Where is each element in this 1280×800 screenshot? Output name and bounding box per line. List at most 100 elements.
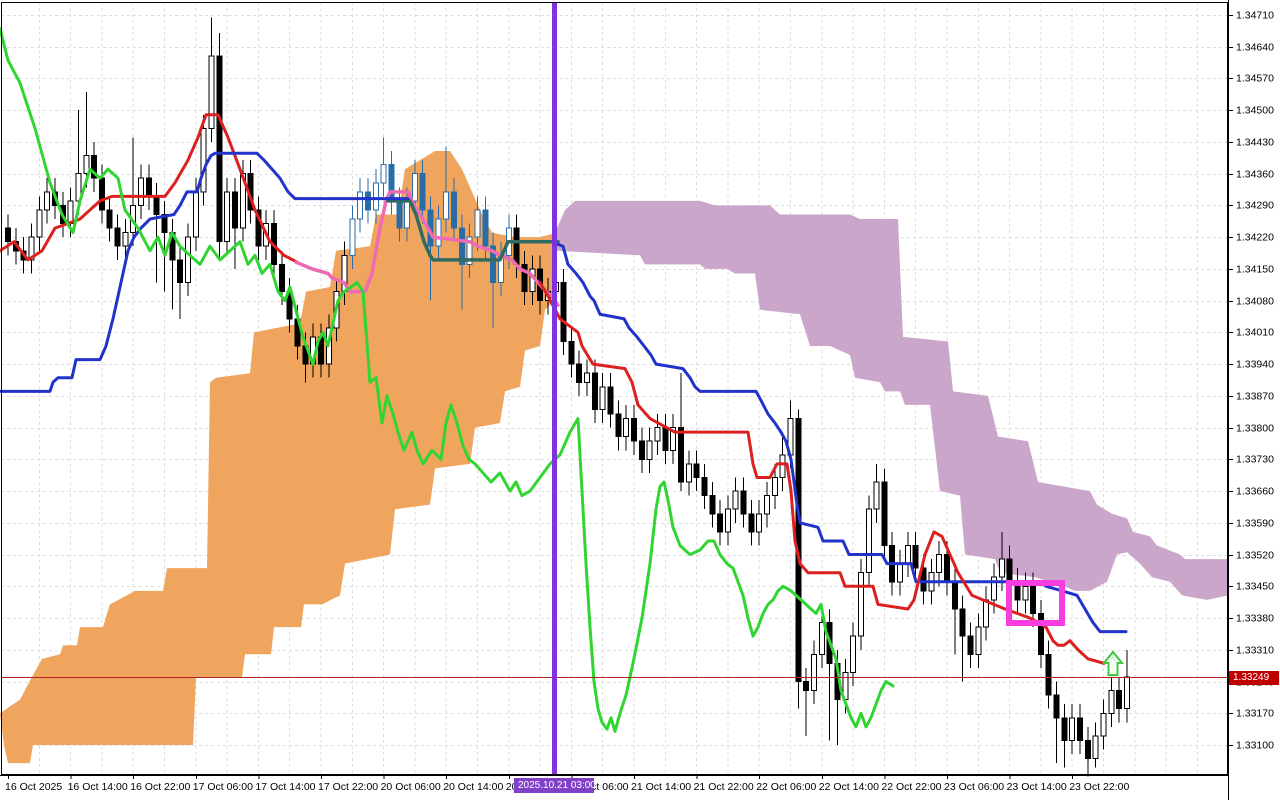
candle-bear (98, 177, 105, 211)
candle-bull (764, 495, 771, 515)
price-tick-label: 1.33450 (1236, 581, 1274, 593)
price-tick-label: 1.34220 (1236, 232, 1274, 244)
price-tick-label: 1.34080 (1236, 296, 1274, 308)
buy-arrow-icon (1101, 650, 1125, 676)
candle-bear (255, 209, 262, 247)
cursor-time-flag: 2025.10.21 03:00 (514, 778, 596, 793)
candle-bear (1061, 717, 1068, 741)
price-tick-label: 1.33100 (1236, 740, 1274, 752)
time-tick-label: 17 Oct 22:00 (318, 781, 378, 793)
tenkan-line-left (0, 113, 299, 264)
time-tick-label: 16 Oct 2025 (5, 781, 62, 793)
candle-bull (904, 544, 911, 565)
time-axis: 16 Oct 2025 16 Oct 14:00 16 Oct 22:00 17 Oc… (5, 775, 1129, 793)
candle-bear (482, 209, 489, 247)
senkou-b-line (386, 199, 560, 262)
candle-bull (685, 463, 692, 483)
candle-bull (411, 173, 418, 202)
candle-bull (771, 476, 778, 497)
candle-bear (177, 259, 184, 284)
cursor-time-label: 2025.10.21 03:00 (518, 780, 596, 791)
candle-bull (897, 563, 904, 583)
kumo-bearish-cloud (557, 200, 1228, 600)
candle-bull (1123, 676, 1130, 710)
candle-bull (380, 164, 387, 184)
candle-bull (990, 576, 997, 601)
price-tick-label: 1.33310 (1236, 645, 1274, 657)
candle-bear (216, 55, 223, 243)
candle-bull (1069, 717, 1076, 741)
candle-bull (654, 427, 661, 442)
candle-bear (396, 200, 403, 229)
candle-bull (998, 558, 1005, 578)
time-tick-label: 23 Oct 06:00 (944, 781, 1004, 793)
candle-bear (1037, 613, 1044, 655)
candle-bull (865, 508, 872, 574)
candle-bull (357, 191, 364, 220)
plot-border (1, 2, 1228, 775)
time-tick-label: 20 Oct 14:00 (443, 781, 503, 793)
candle-bear (1045, 653, 1052, 696)
candle-bull (1092, 735, 1099, 760)
candle-bear (560, 282, 567, 342)
candle-bull (1100, 712, 1107, 737)
candle-bear (920, 567, 927, 592)
current-price-value: 1.33249 (1233, 671, 1270, 683)
candle-bull (756, 513, 763, 533)
candle-bull (936, 554, 943, 574)
time-tick-label: 17 Oct 06:00 (193, 781, 253, 793)
candle-bear (951, 581, 958, 610)
candle-bull (192, 191, 199, 238)
candle-bear (677, 427, 684, 483)
candle-bear (591, 372, 598, 410)
candle-bear (1116, 690, 1123, 710)
candle-bull (975, 626, 982, 655)
candle-bull (1022, 585, 1029, 601)
price-tick-label: 1.34500 (1236, 105, 1274, 117)
current-price-flag: 1.33249 (1229, 670, 1279, 685)
candle-bull (138, 177, 145, 206)
candle-bull (1108, 690, 1115, 714)
candle-bear (364, 191, 371, 211)
candle-bull (623, 418, 630, 438)
candle-bull (67, 200, 74, 225)
candle-bear (959, 608, 966, 637)
candle-bull (724, 508, 731, 533)
candle-bear (881, 481, 888, 546)
candle-bear (803, 681, 810, 692)
price-tick-label: 1.33730 (1236, 454, 1274, 466)
candle-bear (91, 155, 98, 179)
candle-bear (5, 227, 11, 243)
candle-bear (1053, 694, 1060, 719)
candle-bear (967, 635, 974, 655)
price-tick-label: 1.33940 (1236, 359, 1274, 371)
candle-bull (443, 191, 450, 220)
candle-bear (1084, 739, 1091, 760)
candle-bear (607, 386, 614, 415)
kumo-bullish-cloud (0, 151, 557, 764)
candle-bull (349, 218, 356, 256)
candle-bear (513, 227, 520, 265)
candle-bull (200, 127, 207, 193)
candle-bear (912, 544, 919, 569)
time-tick-label: 22 Oct 14:00 (819, 781, 879, 793)
candle-bull (44, 191, 51, 211)
price-tick-label: 1.33800 (1236, 423, 1274, 435)
price-tick-label: 1.34290 (1236, 200, 1274, 212)
kijun-line-left (0, 151, 410, 393)
candle-bull (670, 427, 677, 451)
candle-bull (732, 490, 739, 510)
candle-bull (599, 386, 606, 410)
tenkan-line-right (538, 281, 1106, 665)
price-tick-label: 1.34150 (1236, 264, 1274, 276)
candle-bear (1006, 558, 1013, 583)
time-tick-label: 23 Oct 14:00 (1007, 781, 1067, 793)
price-tick-label: 1.34710 (1236, 10, 1274, 22)
price-tick-label: 1.33520 (1236, 550, 1274, 562)
time-tick-label: 22 Oct 06:00 (756, 781, 816, 793)
price-tick-label: 1.34570 (1236, 73, 1274, 85)
candle-bear (740, 490, 747, 515)
price-tick-label: 1.33590 (1236, 518, 1274, 530)
price-tick-label: 1.33170 (1236, 708, 1274, 720)
